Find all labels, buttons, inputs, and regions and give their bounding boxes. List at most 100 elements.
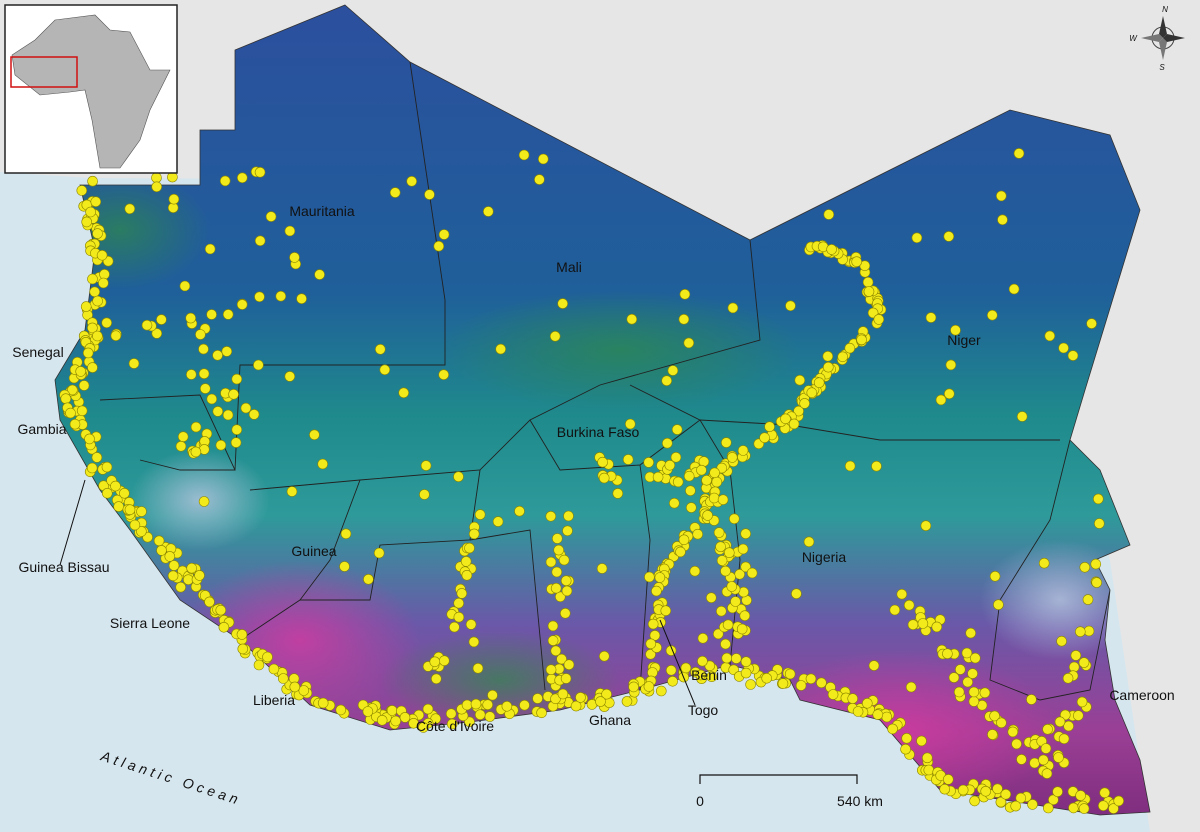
site-dot xyxy=(685,502,697,513)
site-dot xyxy=(438,229,450,240)
site-dot xyxy=(363,573,374,585)
site-dot xyxy=(151,172,162,183)
site-dot xyxy=(993,599,1004,611)
site-dot xyxy=(989,570,1001,582)
site-dot xyxy=(856,334,867,346)
site-dot xyxy=(1067,350,1079,361)
site-dot xyxy=(82,347,94,359)
site-dot xyxy=(419,489,430,500)
site-dot xyxy=(221,346,233,357)
site-dot xyxy=(570,700,582,712)
country-label: Senegal xyxy=(12,344,63,360)
site-dot xyxy=(705,592,717,604)
site-dot xyxy=(317,458,329,470)
country-label: Cameroon xyxy=(1109,687,1174,703)
site-dot xyxy=(87,362,98,373)
site-dot xyxy=(1058,733,1070,745)
site-dot xyxy=(712,628,724,640)
site-dot xyxy=(204,596,215,608)
site-dot xyxy=(596,563,608,574)
site-dot xyxy=(231,424,243,436)
site-dot xyxy=(110,480,121,492)
site-dot xyxy=(81,216,92,228)
site-dot xyxy=(717,494,729,506)
site-dot xyxy=(468,528,480,540)
site-dot xyxy=(236,299,248,310)
site-dot xyxy=(730,596,741,607)
site-dot xyxy=(1054,716,1066,728)
site-dot xyxy=(1016,411,1028,422)
leader-line xyxy=(659,619,696,706)
site-dot xyxy=(680,662,692,674)
site-dot xyxy=(598,472,610,484)
site-dot xyxy=(784,668,796,680)
site-dot xyxy=(716,555,728,566)
site-dot xyxy=(446,718,458,730)
site-dot xyxy=(215,604,227,616)
site-dot xyxy=(1075,790,1086,801)
site-dot xyxy=(537,153,549,165)
site-dot xyxy=(652,471,664,483)
site-dot xyxy=(557,688,569,700)
site-dot xyxy=(453,471,464,483)
site-dot xyxy=(621,696,633,707)
site-dot xyxy=(989,710,1000,722)
site-dot xyxy=(921,752,933,764)
site-dot xyxy=(495,343,507,355)
site-dot xyxy=(560,673,572,684)
site-dot xyxy=(979,687,991,699)
site-dot xyxy=(1073,710,1084,721)
country-label: Mali xyxy=(556,259,582,275)
site-dot xyxy=(545,510,557,522)
country-label: Togo xyxy=(688,702,719,718)
site-dot xyxy=(92,330,103,342)
site-dot xyxy=(986,309,998,321)
site-dot xyxy=(987,729,998,740)
site-dot xyxy=(1027,799,1038,810)
site-dot xyxy=(1058,342,1069,354)
site-dot xyxy=(696,464,707,476)
site-dot xyxy=(254,167,266,178)
site-dot xyxy=(907,619,919,631)
site-dot xyxy=(1053,752,1064,763)
site-dot xyxy=(1108,803,1119,814)
site-dot xyxy=(557,298,569,309)
site-dot xyxy=(595,696,606,707)
site-dot xyxy=(702,510,713,521)
site-dot xyxy=(950,324,961,336)
site-dot xyxy=(230,437,242,448)
site-dot xyxy=(470,698,482,710)
site-dot xyxy=(461,699,473,711)
site-dot xyxy=(695,669,707,681)
site-dot xyxy=(532,693,543,704)
country-label: Guinea Bissau xyxy=(18,559,109,575)
site-dot xyxy=(492,516,504,527)
site-dot xyxy=(128,358,140,369)
site-dot xyxy=(240,402,252,414)
site-dot xyxy=(298,685,310,696)
site-dot xyxy=(76,185,88,196)
site-dot xyxy=(482,206,494,217)
site-dot xyxy=(806,387,818,399)
site-dot xyxy=(389,187,401,198)
site-dot xyxy=(563,659,575,671)
site-dot xyxy=(887,723,898,735)
site-dot xyxy=(671,424,683,435)
site-dot xyxy=(309,429,320,441)
site-dot xyxy=(1042,723,1053,735)
site-dot xyxy=(186,562,197,574)
site-dot xyxy=(547,635,559,646)
site-dot xyxy=(550,693,561,705)
inset-map xyxy=(4,4,178,174)
site-dot xyxy=(339,561,350,572)
site-dot xyxy=(1029,757,1040,769)
site-dot xyxy=(275,290,287,302)
site-dot xyxy=(1000,788,1012,800)
site-dot xyxy=(961,647,973,659)
site-dot xyxy=(1043,802,1054,814)
country-label: Gambia xyxy=(17,421,66,437)
compass-west: W xyxy=(1129,34,1138,43)
site-dot xyxy=(408,717,419,729)
scale-start: 0 xyxy=(696,793,704,809)
